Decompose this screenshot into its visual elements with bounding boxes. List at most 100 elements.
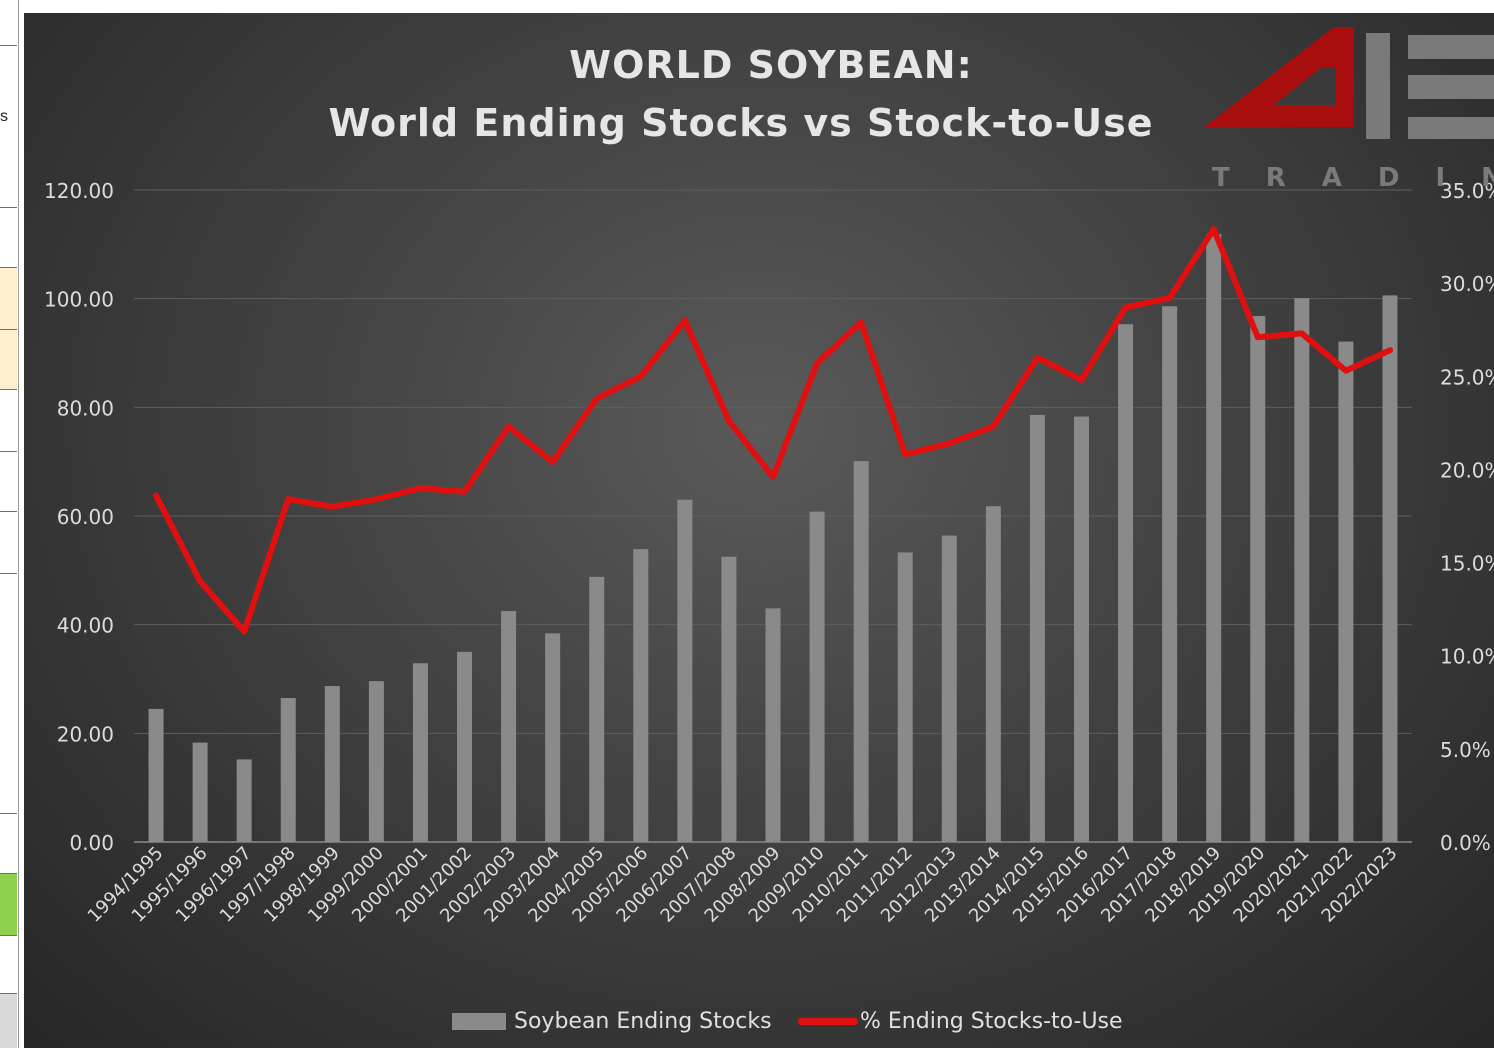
- line-point: [1389, 349, 1391, 351]
- line-point: [948, 442, 950, 444]
- bar: [457, 651, 473, 842]
- line-point: [1345, 370, 1347, 372]
- bar: [1294, 298, 1310, 843]
- bar: [721, 556, 737, 842]
- bar: [1073, 416, 1089, 842]
- bar: [765, 608, 781, 842]
- bar: [324, 686, 340, 842]
- spreadsheet-fragment: s: [0, 0, 19, 1048]
- line-series: [153, 226, 1393, 635]
- sheet-cell[interactable]: [0, 45, 17, 207]
- line-point: [596, 398, 598, 400]
- line-point: [728, 420, 730, 422]
- y-left-tick-label: 80.00: [57, 396, 114, 420]
- sheet-cell[interactable]: [0, 873, 17, 935]
- line-point: [508, 426, 510, 428]
- legend-item-line[interactable]: % Ending Stocks-to-Use: [798, 1009, 1123, 1034]
- y-left-tick-label: 120.00: [44, 179, 114, 203]
- y-right-tick-label: 35.0%: [1440, 179, 1494, 203]
- legend-bar-swatch-icon: [452, 1013, 506, 1030]
- bar: [192, 742, 208, 842]
- line-point: [860, 321, 862, 323]
- sheet-cell[interactable]: [0, 207, 17, 267]
- chart-plot: 0.00 20.00 40.00 60.00 80.00 100.00 120.00 0.0%…: [44, 179, 1494, 927]
- line-point: [199, 580, 201, 582]
- bar: [1118, 324, 1134, 842]
- bar: [677, 499, 693, 842]
- bar: [545, 633, 561, 842]
- bar: [1338, 341, 1354, 842]
- bar: [236, 759, 252, 842]
- y-right-tick-label: 5.0%: [1440, 738, 1491, 762]
- line-point: [419, 487, 421, 489]
- bar: [148, 708, 164, 842]
- bar: [1206, 234, 1222, 842]
- line-point: [772, 476, 774, 478]
- line-point: [1080, 379, 1082, 381]
- y-right-tick-label: 20.0%: [1440, 458, 1494, 482]
- bar: [368, 681, 384, 842]
- logo-mark-icon: [1204, 27, 1494, 139]
- sheet-cell[interactable]: [0, 813, 17, 873]
- bar: [1162, 306, 1178, 843]
- sheet-cell[interactable]: [0, 329, 17, 389]
- chart-panel: WORLD SOYBEAN: World Ending Stocks vs St…: [24, 13, 1494, 1048]
- line-point: [1301, 332, 1303, 334]
- bar: [809, 511, 825, 842]
- line-point: [287, 498, 289, 500]
- line-point: [684, 319, 686, 321]
- sheet-cell[interactable]: [0, 935, 17, 993]
- bar: [412, 663, 428, 842]
- line-point: [1213, 228, 1215, 230]
- sheet-cell-text: s: [0, 108, 8, 125]
- logo-wordmark: TRADING: [1212, 163, 1494, 193]
- line-point: [243, 630, 245, 632]
- bar: [853, 461, 869, 842]
- legend-label-line: % Ending Stocks-to-Use: [860, 1009, 1123, 1034]
- line-point: [1036, 357, 1038, 359]
- bar: [501, 611, 517, 842]
- y-right-tick-label: 25.0%: [1440, 365, 1494, 389]
- line-point: [552, 461, 554, 463]
- y-right-tick-label: 10.0%: [1440, 645, 1494, 669]
- bar: [941, 535, 957, 842]
- trading-logo: TRADING: [1204, 27, 1494, 197]
- bar: [633, 549, 649, 842]
- chart-legend: Soybean Ending Stocks % Ending Stocks-to…: [24, 1009, 1494, 1041]
- line-point: [1125, 306, 1127, 308]
- bar: [985, 506, 1001, 842]
- sheet-cell[interactable]: [0, 573, 17, 813]
- y-left-tick-label: 0.00: [69, 831, 114, 855]
- legend-label-bars: Soybean Ending Stocks: [514, 1009, 772, 1034]
- bar: [1029, 414, 1045, 842]
- y-left-tick-label: 20.00: [57, 722, 114, 746]
- legend-line-swatch-icon: [798, 1018, 858, 1025]
- bar: [1250, 316, 1266, 842]
- sheet-cell[interactable]: [0, 267, 17, 329]
- y-left-tick-label: 100.00: [44, 288, 114, 312]
- chart-subtitle: World Ending Stocks vs Stock-to-Use: [328, 101, 1154, 145]
- y-left-tick-label: 60.00: [57, 505, 114, 529]
- line-point: [992, 426, 994, 428]
- sheet-cell[interactable]: [0, 511, 17, 573]
- sheet-cell[interactable]: [0, 451, 17, 511]
- line-point: [1257, 336, 1259, 338]
- line-point: [640, 375, 642, 377]
- line-point: [1169, 297, 1171, 299]
- y-right-tick-label: 15.0%: [1440, 552, 1494, 576]
- line-point: [331, 506, 333, 508]
- legend-item-bars[interactable]: Soybean Ending Stocks: [452, 1009, 772, 1034]
- line-point: [904, 454, 906, 456]
- y-right-tick-label: 30.0%: [1440, 272, 1494, 296]
- chart-title: WORLD SOYBEAN:: [569, 43, 973, 87]
- bar: [589, 576, 605, 842]
- bar: [1382, 295, 1398, 842]
- y-right-tick-label: 0.0%: [1440, 831, 1491, 855]
- y-left-tick-label: 40.00: [57, 614, 114, 638]
- line-point: [464, 491, 466, 493]
- sheet-cell[interactable]: [0, 993, 17, 1048]
- bar: [897, 552, 913, 842]
- line-point: [155, 495, 157, 497]
- sheet-cell[interactable]: [0, 389, 17, 451]
- line-point: [816, 362, 818, 364]
